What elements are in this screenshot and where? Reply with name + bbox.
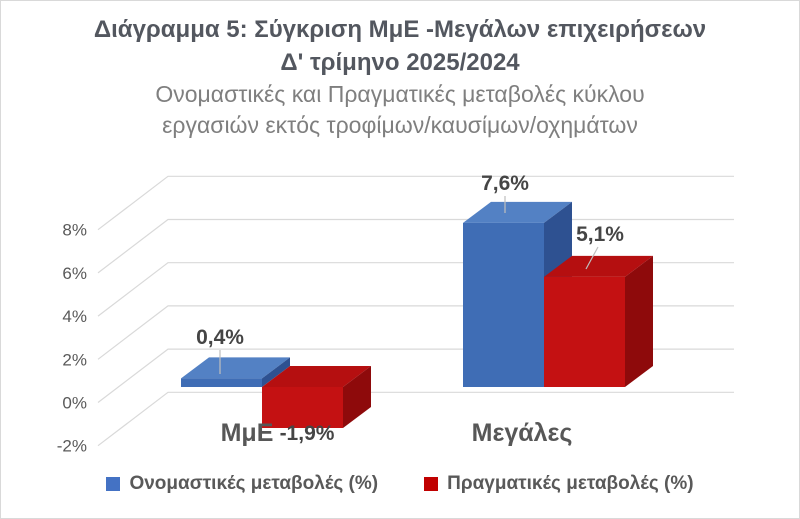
chart-subtitle-line-1: Ονομαστικές και Πραγματικές μεταβολές κύ… [155, 81, 645, 107]
y-axis-tick-6%: 6% [62, 264, 87, 283]
chart-subtitle-line-2: εργασιών εκτός τροφίμων/καυσίμων/οχημάτω… [162, 112, 638, 138]
chart-title-line-1: Διάγραμμα 5: Σύγκριση ΜμΕ -Μεγάλων επιχε… [93, 16, 707, 43]
bar-Μεγάλες-series1-front [544, 276, 625, 387]
y-axis-tick--2%: -2% [57, 437, 87, 456]
gridline-8% [97, 175, 734, 231]
bar-Μεγάλες-series0-top [463, 201, 572, 223]
legend-label-real: Πραγματικές μεταβολές (%) [447, 473, 694, 494]
bar-Μεγάλες-series1-top [544, 255, 653, 277]
data-label-Μεγάλες-series1: 5,1% [576, 223, 624, 246]
bar-ΜμΕ-series0-side [262, 357, 290, 387]
legend-swatch-nominal-icon [106, 477, 121, 491]
bar-Μεγάλες-series1-side [625, 255, 653, 387]
data-label-Μεγάλες-series0: 7,6% [481, 172, 529, 195]
bar-ΜμΕ-series0-top [181, 357, 290, 379]
category-label-Μεγάλες: Μεγάλες [472, 419, 573, 447]
legend-item-nominal: Ονομαστικές μεταβολές (%) [106, 473, 378, 495]
bar-ΜμΕ-series1-side [343, 366, 371, 429]
y-axis-tick-4%: 4% [62, 307, 87, 326]
chart-title-line-2: Δ' τρίμηνο 2025/2024 [280, 49, 520, 76]
bar-Μεγάλες-series0-front [463, 222, 544, 387]
y-axis-tick-2%: 2% [62, 350, 87, 369]
chart-title-block: Διάγραμμα 5: Σύγκριση ΜμΕ -Μεγάλων επιχε… [1, 13, 799, 141]
leader-line-Μεγάλες-series1 [585, 246, 599, 270]
gridline--2% [97, 391, 734, 447]
data-label-ΜμΕ-series1: -1,9% [280, 422, 335, 445]
legend: Ονομαστικές μεταβολές (%) Πραγματικές με… [1, 473, 799, 495]
bar-ΜμΕ-series0-front [181, 378, 262, 387]
bar-ΜμΕ-series1-front [262, 387, 343, 429]
data-label-ΜμΕ-series0: 0,4% [196, 326, 244, 349]
bar-ΜμΕ-series1-top [262, 366, 371, 387]
legend-label-nominal: Ονομαστικές μεταβολές (%) [129, 473, 379, 494]
y-axis-tick-8%: 8% [62, 221, 87, 240]
legend-item-real: Πραγματικές μεταβολές (%) [424, 473, 694, 495]
legend-swatch-real-icon [424, 477, 439, 491]
y-axis-tick-0%: 0% [62, 394, 87, 413]
category-label-ΜμΕ: ΜμΕ [221, 419, 274, 447]
